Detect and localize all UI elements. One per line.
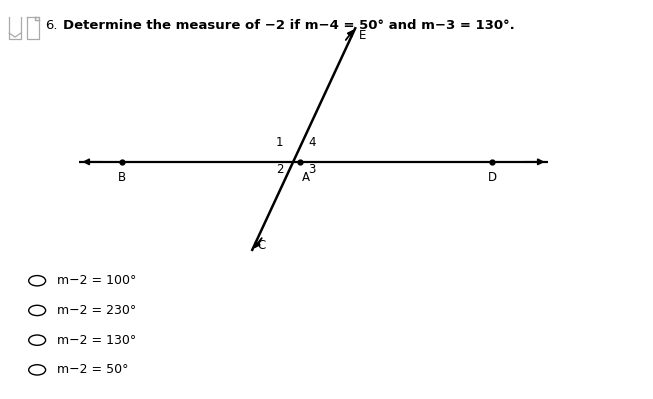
Text: 2: 2 <box>276 163 283 176</box>
Text: C: C <box>257 239 266 251</box>
Text: 3: 3 <box>308 163 316 176</box>
Text: 1: 1 <box>276 136 283 148</box>
Text: m−2 = 130°: m−2 = 130° <box>57 334 136 347</box>
Text: A: A <box>302 171 310 184</box>
Text: m−2 = 230°: m−2 = 230° <box>57 304 136 317</box>
Text: 4: 4 <box>308 136 316 148</box>
Text: 6.: 6. <box>46 19 58 32</box>
Text: Determine the measure of −2 if m−4 = 50° and m−3 = 130°.: Determine the measure of −2 if m−4 = 50°… <box>63 19 515 32</box>
Text: E: E <box>358 29 366 41</box>
Text: m−2 = 100°: m−2 = 100° <box>57 274 136 287</box>
Text: B: B <box>118 171 126 184</box>
Text: D: D <box>488 171 497 184</box>
Text: m−2 = 50°: m−2 = 50° <box>57 363 128 376</box>
